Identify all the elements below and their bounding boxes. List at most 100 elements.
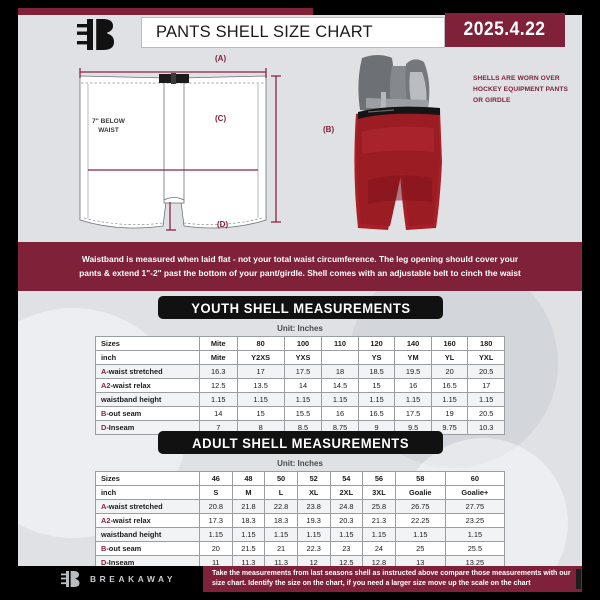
youth-measurements-table: Sizes Mite 80 100 110 120 140 160 180 inch Mite Y2X… bbox=[95, 336, 505, 435]
table-cell: YXL bbox=[467, 350, 505, 365]
row-label-prefix: A2 bbox=[101, 380, 111, 390]
table-cell: 25.5 bbox=[444, 541, 506, 556]
footer-instruction-block: Take the measurements from last seasons … bbox=[203, 566, 582, 592]
table-cell: 110 bbox=[321, 336, 359, 351]
row-label-prefix: D bbox=[101, 557, 107, 567]
instruction-band: Waistband is measured when laid flat - n… bbox=[18, 242, 582, 291]
table-cell: 25.8 bbox=[362, 499, 396, 514]
page-footer: BREAKAWAY Take the measurements from las… bbox=[18, 566, 582, 592]
table-cell: YM bbox=[394, 350, 432, 365]
adult-section-title: ADULT SHELL MEASUREMENTS bbox=[158, 431, 443, 454]
row-label-text: -waist relax bbox=[110, 515, 151, 525]
table-cell: 18 bbox=[321, 364, 359, 379]
table-cell: 19.5 bbox=[394, 364, 432, 379]
instruction-band-text: Waistband is measured when laid flat - n… bbox=[79, 254, 521, 278]
table-cell: 1.15 bbox=[236, 392, 285, 407]
breakaway-b-logo-icon bbox=[60, 570, 84, 588]
table-cell: 14.5 bbox=[321, 378, 359, 393]
row-label-prefix: B bbox=[101, 408, 107, 418]
table-cell: 18.3 bbox=[231, 513, 266, 528]
table-cell: XL bbox=[296, 485, 331, 500]
row-label-prefix: A2 bbox=[101, 515, 111, 525]
adult-measurements-table: Sizes 46 48 50 52 54 56 58 60 inch S M L XL 2XL 3XL Goal… bbox=[95, 471, 506, 570]
table-row: A2-waist relax 17.3 18.3 18.3 19.3 20.3 21.3 22… bbox=[95, 513, 506, 528]
table-row: Sizes 46 48 50 52 54 56 58 60 bbox=[95, 471, 506, 486]
table-cell: 16.5 bbox=[430, 378, 469, 393]
table-cell: 2XL bbox=[329, 485, 364, 500]
table-cell: 1.15 bbox=[329, 527, 364, 542]
table-cell: 17.5 bbox=[283, 364, 323, 379]
table-cell: 23.8 bbox=[296, 499, 331, 514]
table-cell: 22.3 bbox=[296, 541, 331, 556]
table-cell: 20 bbox=[430, 364, 469, 379]
table-cell: 48 bbox=[231, 471, 266, 486]
row-label-text: -waist stretched bbox=[106, 501, 163, 511]
table-cell: 19 bbox=[430, 406, 469, 421]
table-cell: 21.8 bbox=[231, 499, 266, 514]
row-label-cell: B-out seam bbox=[95, 541, 200, 556]
table-row: inch Mite Y2XS YXS YS YM YL YXL bbox=[95, 350, 505, 365]
table-cell: 22.8 bbox=[264, 499, 298, 514]
row-label-text: waistband height bbox=[101, 529, 162, 539]
table-cell: Mite bbox=[199, 350, 238, 365]
table-cell: 58 bbox=[394, 471, 446, 486]
adult-unit-label: Unit: Inches bbox=[277, 459, 323, 468]
table-cell bbox=[321, 350, 359, 365]
table-cell: 1.15 bbox=[394, 527, 446, 542]
table-cell: 15.5 bbox=[283, 406, 323, 421]
table-row: waistband height 1.15 1.15 1.15 1.15 1.15 1.15… bbox=[95, 392, 505, 407]
table-cell: Goalie+ bbox=[444, 485, 506, 500]
table-row: Sizes Mite 80 100 110 120 140 160 180 bbox=[95, 336, 505, 351]
table-cell: 22.25 bbox=[394, 513, 446, 528]
table-cell: 27.75 bbox=[444, 499, 506, 514]
table-cell: 20.3 bbox=[329, 513, 364, 528]
table-cell: Y2XS bbox=[236, 350, 285, 365]
row-label-prefix: D bbox=[101, 422, 107, 432]
youth-unit-label: Unit: Inches bbox=[277, 324, 323, 333]
page-title: PANTS SHELL SIZE CHART bbox=[141, 17, 445, 48]
table-cell: M bbox=[231, 485, 266, 500]
table-cell: 18.3 bbox=[264, 513, 298, 528]
table-cell: 17.3 bbox=[199, 513, 233, 528]
row-label-cell: Sizes bbox=[95, 471, 200, 486]
table-cell: 20.5 bbox=[467, 364, 505, 379]
table-cell: YS bbox=[357, 350, 396, 365]
row-label-cell: A2-waist relax bbox=[95, 513, 200, 528]
table-cell: 52 bbox=[296, 471, 331, 486]
table-cell: 60 bbox=[444, 471, 506, 486]
table-cell: 1.15 bbox=[231, 527, 266, 542]
row-label-cell: A-waist stretched bbox=[95, 499, 200, 514]
table-cell: 46 bbox=[199, 471, 233, 486]
row-label-text: -waist relax bbox=[110, 380, 151, 390]
row-label-cell: A2-waist relax bbox=[95, 378, 200, 393]
table-cell: 1.15 bbox=[321, 392, 359, 407]
adult-table-body: Sizes 46 48 50 52 54 56 58 60 inch S M L XL 2XL 3XL Goal… bbox=[95, 471, 506, 570]
table-cell: 20.5 bbox=[467, 406, 505, 421]
table-cell: 21 bbox=[264, 541, 298, 556]
diagram-label-b: (B) bbox=[323, 125, 335, 134]
header-accent-bar bbox=[18, 8, 313, 15]
adult-section-title-text: ADULT SHELL MEASUREMENTS bbox=[192, 434, 409, 451]
table-cell: 140 bbox=[394, 336, 432, 351]
size-chart-page: PANTS SHELL SIZE CHART 2025.4.22 bbox=[18, 8, 582, 592]
table-cell: 20.8 bbox=[199, 499, 233, 514]
table-cell: 21.5 bbox=[231, 541, 266, 556]
row-label-text: inch bbox=[101, 487, 117, 497]
red-hockey-pants-shell-photo-icon bbox=[348, 52, 468, 240]
row-label-text: -waist stretched bbox=[106, 366, 163, 376]
table-cell: 16.5 bbox=[357, 406, 396, 421]
table-cell: 23 bbox=[329, 541, 364, 556]
table-cell: 17 bbox=[467, 378, 505, 393]
table-cell: 1.15 bbox=[357, 392, 396, 407]
row-label-text: -out seam bbox=[106, 543, 142, 553]
row-label-cell: inch bbox=[95, 485, 200, 500]
table-cell: 1.15 bbox=[394, 392, 432, 407]
row-label-text: Sizes bbox=[101, 338, 120, 348]
table-cell: 100 bbox=[283, 336, 323, 351]
row-label-cell: A-waist stretched bbox=[95, 364, 200, 379]
table-cell: 3XL bbox=[362, 485, 396, 500]
table-cell: YL bbox=[430, 350, 469, 365]
youth-table-body: Sizes Mite 80 100 110 120 140 160 180 inch Mite Y2X… bbox=[95, 336, 505, 435]
date-badge: 2025.4.22 bbox=[445, 13, 565, 47]
table-cell: 1.15 bbox=[430, 392, 469, 407]
